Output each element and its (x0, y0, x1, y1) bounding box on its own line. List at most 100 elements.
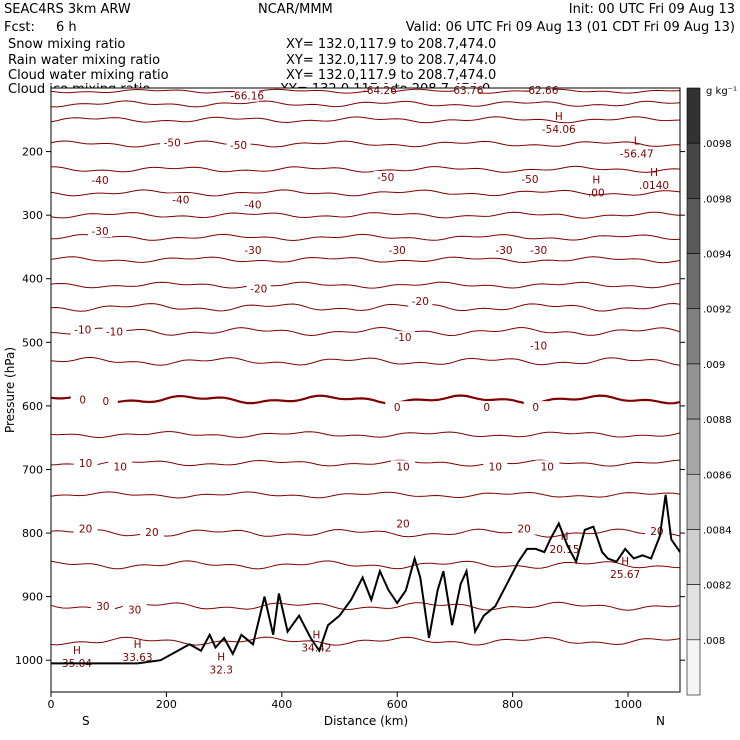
y-tick-label: 800 (22, 527, 43, 540)
y-axis-label: Pressure (hPa) (3, 347, 17, 433)
contour-label-bg (391, 331, 416, 344)
contour-label-bg (491, 244, 516, 257)
contour-label-bg (391, 517, 416, 530)
isotherm--35 (50, 211, 681, 219)
isotherm--45 (50, 165, 681, 173)
contour-label-bg (122, 603, 147, 616)
forecast-value: 6 h (56, 20, 77, 35)
terrain-line (51, 494, 681, 665)
contour-label-bg (246, 282, 271, 295)
extremum-value: -54.06 (542, 124, 576, 136)
extremum-value: 25.67 (610, 569, 640, 581)
x-tick-label: 200 (156, 698, 177, 711)
contour-label: -30 (91, 226, 108, 238)
x-tick-label: 600 (387, 698, 408, 711)
y-tick-label: 700 (22, 463, 43, 476)
x-axis-ticks: 0 200 400 600 800 1000 (48, 692, 642, 711)
contour-label-bg (168, 193, 193, 206)
contour-label-bg (90, 600, 115, 613)
colorbar-label: .0098 (703, 194, 732, 205)
colorbar-label: .0088 (703, 415, 732, 426)
contour-label-bg (70, 393, 95, 406)
y-tick-label: 1000 (15, 654, 43, 667)
contour-labels: -66.16 -64.26 -63.76 -62.66 -50 -50 -50 -50 -40 -… (70, 83, 669, 616)
extremum-mark: L (634, 135, 640, 147)
contour-label: -40 (91, 175, 108, 187)
isotherm-30 (50, 601, 681, 611)
contour-label: 0 (532, 402, 539, 414)
field-xy-snow: XY= 132.0,117.9 to 208.7,474.0 (286, 37, 496, 52)
contour-label-bg (102, 325, 127, 338)
contour-label: -10 (74, 325, 91, 337)
contour-label: -30 (495, 245, 512, 257)
isotherm-5 (50, 431, 681, 439)
contour-label-bg (108, 460, 133, 473)
extremum-mark: H (134, 639, 142, 651)
isotherm-15 (50, 491, 681, 499)
field-xy-cloud-water: XY= 132.0,117.9 to 208.7,474.0 (286, 68, 496, 83)
extremum-mark: H (621, 556, 629, 568)
contour-label: 10 (541, 461, 554, 473)
contour-label-bg (88, 174, 113, 187)
isotherm--55 (50, 116, 681, 124)
contour-label: -30 (389, 245, 406, 257)
colorbar-cell (686, 639, 701, 696)
extremum-value: .0140 (639, 180, 669, 192)
contour-label: -40 (244, 199, 261, 211)
isotherm-contours (50, 88, 681, 646)
contour-label: -50 (164, 138, 181, 150)
isotherm--25 (50, 256, 681, 264)
north-end-label: N (656, 714, 665, 728)
extremum-value: -56.47 (620, 148, 654, 160)
contour-label-bg (526, 244, 551, 257)
colorbar-cell (686, 584, 701, 641)
colorbar-label: .009 (703, 360, 725, 371)
x-tick-label: 800 (502, 698, 523, 711)
contour-label-bg (529, 83, 554, 96)
y-tick-label: 200 (22, 146, 43, 159)
y-tick-label: 900 (22, 591, 43, 604)
isotherm-0 (50, 394, 681, 405)
contour-label: -20 (412, 296, 429, 308)
contour-label: 30 (96, 601, 109, 613)
field-name-snow: Snow mixing ratio (8, 37, 125, 52)
colorbar-cell (686, 473, 701, 530)
contour-label-bg (517, 172, 542, 185)
isotherm--40 (50, 189, 681, 197)
contour-label-bg (93, 394, 118, 407)
plot-background (51, 88, 680, 692)
contour-label-bg (88, 225, 113, 238)
x-axis-label: Distance (km) (324, 714, 408, 728)
colorbar-cell (686, 87, 701, 144)
extrema-markers: H-54.06L-56.47H.0140H.00H20.15H25.67H35.… (62, 111, 669, 676)
extremum-mark: H (592, 175, 600, 187)
contour-label-bg (160, 136, 185, 149)
contour-label-bg (385, 401, 410, 414)
colorbar-cell (686, 308, 701, 365)
extremum-mark: H (555, 111, 563, 123)
isotherm--30 (50, 233, 681, 242)
contour-label-bg (385, 244, 410, 257)
extremum-mark: H (73, 645, 81, 657)
contour-label: -64.26 (363, 85, 397, 97)
contour-label: 20 (79, 524, 92, 536)
colorbar-unit: g kg⁻¹ (706, 86, 737, 97)
contour-label: -40 (172, 194, 189, 206)
isotherm-35 (50, 636, 681, 646)
colorbar-label: .0092 (703, 305, 732, 316)
colorbar-label: .0098 (703, 139, 732, 150)
contour-label-bg (454, 83, 479, 96)
org-label: NCAR/MMM (258, 2, 333, 17)
contour-label: 10 (489, 461, 502, 473)
contour-label-bg (367, 83, 392, 96)
contour-label: 20 (396, 519, 409, 531)
contour-label-bg (408, 294, 433, 307)
plot-frame (50, 87, 681, 693)
colorbar-label: .0084 (703, 525, 732, 536)
colorbar-cell (686, 198, 701, 254)
contour-label: -50 (521, 174, 538, 186)
colorbar-label: .0082 (703, 581, 732, 592)
contour-label: 0 (483, 402, 490, 414)
contour-label-bg (644, 525, 669, 538)
extremum-value: 34.42 (301, 642, 331, 654)
